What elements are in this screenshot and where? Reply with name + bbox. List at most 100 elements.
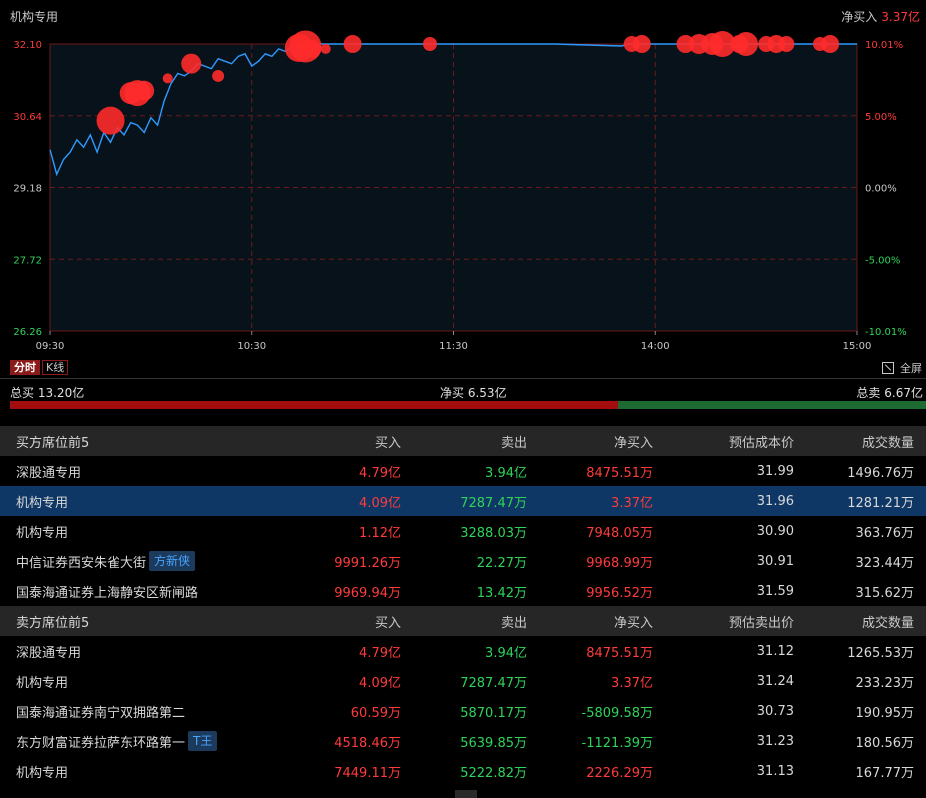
- buy-sell-ratio-bar: [10, 401, 926, 409]
- net-amount: 9968.99万: [586, 555, 653, 571]
- trade-marker: [422, 37, 437, 51]
- trade-qty: 190.95万: [855, 705, 915, 721]
- net-buy-label: 净买入: [841, 10, 878, 24]
- trade-marker: [778, 36, 795, 52]
- net-amount: 9956.52万: [586, 585, 653, 601]
- chart-title: 机构专用: [10, 10, 59, 24]
- seat-name: 中信证券西安朱雀大街: [16, 555, 147, 571]
- table-row[interactable]: 深股通专用 4.79亿 3.94亿 8475.51万 31.99 1496.76万: [0, 456, 926, 486]
- sell-table-header: 卖方席位前5 买入 卖出 净买入 预估卖出价 成交数量: [0, 606, 926, 636]
- y-left-tick-label: 32.10: [13, 40, 42, 51]
- trade-qty: 315.62万: [855, 585, 915, 601]
- est-price: 30.73: [756, 703, 794, 719]
- total-net-value: 6.53亿: [467, 386, 507, 400]
- intraday-chart[interactable]: 32.10 10.01% 30.64 5.00% 29.18 0.00% 27.72 -5.0…: [0, 30, 926, 356]
- sell-amount: 5870.17万: [460, 705, 527, 721]
- buy-amount: 7449.11万: [334, 765, 401, 781]
- y-left-tick-label: 29.18: [13, 184, 42, 195]
- buy-amount: 4.79亿: [359, 465, 401, 481]
- trade-qty: 1281.21万: [847, 495, 914, 511]
- table-row[interactable]: 国泰海通证券南宁双拥路第二 60.59万 5870.17万 -5809.58万 30.7…: [0, 696, 926, 726]
- seat-name: 深股通专用: [16, 465, 82, 481]
- y-left-tick-label: 26.26: [13, 327, 42, 338]
- seat-name: 机构专用: [16, 675, 69, 691]
- fullscreen-label: 全屏: [900, 362, 922, 375]
- table-row[interactable]: 机构专用 4.09亿 7287.47万 3.37亿 31.24 233.23万: [0, 666, 926, 696]
- y-right-tick-label: 0.00%: [865, 184, 897, 195]
- seat-name-cell: 国泰海通证券上海静安区新闸路: [0, 582, 275, 601]
- trade-qty: 167.77万: [855, 765, 915, 781]
- est-price: 31.96: [756, 493, 794, 509]
- col-price-header: 预估卖出价: [728, 615, 794, 631]
- x-tick-label: 14:00: [641, 341, 670, 352]
- y-left-tick-label: 30.64: [13, 112, 42, 123]
- trade-marker: [320, 43, 331, 54]
- buy-table-header: 买方席位前5 买入 卖出 净买入 预估成本价 成交数量: [0, 426, 926, 456]
- trade-marker: [821, 35, 840, 53]
- sell-amount: 5222.82万: [460, 765, 527, 781]
- col-net-header: 净买入: [613, 435, 653, 451]
- divider: [0, 378, 926, 379]
- seat-name-cell: 东方财富证券拉萨东环路第一 T王: [0, 731, 275, 751]
- seat-name-cell: 中信证券西安朱雀大街 方新侠: [0, 551, 275, 571]
- seat-name: 东方财富证券拉萨东环路第一: [16, 735, 186, 751]
- seat-name-cell: 机构专用: [0, 672, 275, 691]
- trade-marker: [181, 53, 202, 74]
- sell-amount: 3.94亿: [485, 645, 527, 661]
- y-right-tick-label: 5.00%: [865, 112, 897, 123]
- net-amount: 3.37亿: [611, 495, 653, 511]
- seat-name-cell: 机构专用: [0, 492, 275, 511]
- col-seat-header: 卖方席位前5: [16, 615, 90, 631]
- total-buy-value: 13.20亿: [37, 386, 85, 400]
- table-row[interactable]: 深股通专用 4.79亿 3.94亿 8475.51万 31.12 1265.53万: [0, 636, 926, 666]
- buy-amount: 4.09亿: [359, 675, 401, 691]
- buy-amount: 4518.46万: [334, 735, 401, 751]
- collapse-handle[interactable]: [455, 790, 477, 798]
- est-price: 31.59: [756, 583, 794, 599]
- est-price: 30.91: [756, 553, 794, 569]
- buy-amount: 4.09亿: [359, 495, 401, 511]
- seat-name: 国泰海通证券南宁双拥路第二: [16, 705, 186, 721]
- table-row[interactable]: 机构专用 4.09亿 7287.47万 3.37亿 31.96 1281.21万: [0, 486, 926, 516]
- total-sell-value: 6.67亿: [884, 386, 923, 400]
- table-row[interactable]: 东方财富证券拉萨东环路第一 T王 4518.46万 5639.85万 -1121.39万…: [0, 726, 926, 756]
- est-price: 31.99: [756, 463, 794, 479]
- sell-amount: 13.42万: [476, 585, 527, 601]
- net-amount: 8475.51万: [586, 645, 653, 661]
- fullscreen-button[interactable]: 全屏: [882, 360, 922, 376]
- seats-table: 买方席位前5 买入 卖出 净买入 预估成本价 成交数量 深股通专用 4.79亿 3.94亿 847…: [0, 426, 926, 786]
- col-sell-header: 卖出: [500, 435, 527, 451]
- trade-marker: [212, 69, 225, 82]
- tab-intraday[interactable]: 分时: [10, 360, 40, 375]
- chart-tabs: 分时 K线: [10, 360, 70, 375]
- trade-qty: 323.44万: [855, 555, 915, 571]
- trade-qty: 1265.53万: [847, 645, 914, 661]
- seat-name: 机构专用: [16, 525, 69, 541]
- table-row[interactable]: 机构专用 7449.11万 5222.82万 2226.29万 31.13 167.77万: [0, 756, 926, 786]
- sell-amount: 22.27万: [476, 555, 527, 571]
- trade-marker: [303, 39, 322, 58]
- seat-name: 深股通专用: [16, 645, 82, 661]
- col-buy-header: 买入: [374, 435, 401, 451]
- buy-amount: 9991.26万: [334, 555, 401, 571]
- tab-kline[interactable]: K线: [42, 360, 69, 375]
- table-row[interactable]: 机构专用 1.12亿 3288.03万 7948.05万 30.90 363.76万: [0, 516, 926, 546]
- net-amount: 3.37亿: [611, 675, 653, 691]
- trader-tag[interactable]: T王: [188, 731, 218, 751]
- net-amount: -5809.58万: [581, 705, 653, 721]
- fullscreen-icon: [882, 362, 894, 374]
- trade-marker: [676, 35, 695, 53]
- trade-marker: [162, 73, 173, 84]
- trader-tag[interactable]: 方新侠: [149, 551, 196, 571]
- table-row[interactable]: 国泰海通证券上海静安区新闸路 9969.94万 13.42万 9956.52万 31.5…: [0, 576, 926, 606]
- col-seat-header: 买方席位前5: [16, 435, 90, 451]
- table-row[interactable]: 中信证券西安朱雀大街 方新侠 9991.26万 22.27万 9968.99万 30.91…: [0, 546, 926, 576]
- col-sell-header: 卖出: [500, 615, 527, 631]
- y-right-tick-label: -10.01%: [865, 327, 907, 338]
- y-right-tick-label: -5.00%: [865, 255, 900, 266]
- sell-amount: 7287.47万: [460, 495, 527, 511]
- trade-marker: [343, 35, 362, 53]
- trade-qty: 180.56万: [855, 735, 915, 751]
- col-price-header: 预估成本价: [728, 435, 794, 451]
- col-net-header: 净买入: [613, 615, 653, 631]
